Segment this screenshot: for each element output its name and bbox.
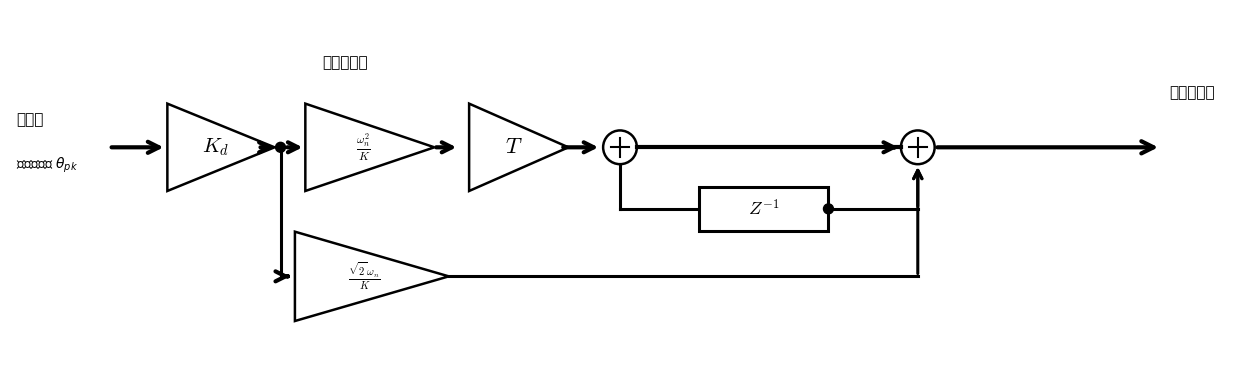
Text: $\frac{\omega_n^2}{K}$: $\frac{\omega_n^2}{K}$ [356, 132, 371, 163]
Text: $K_d$: $K_d$ [202, 136, 229, 158]
Text: $\frac{\sqrt{2}\,\omega_n}{K}$: $\frac{\sqrt{2}\,\omega_n}{K}$ [347, 261, 381, 292]
Circle shape [823, 204, 833, 214]
Text: $Z^{-1}$: $Z^{-1}$ [748, 199, 780, 219]
FancyBboxPatch shape [699, 187, 828, 231]
Text: 角误差: 角误差 [16, 112, 43, 127]
Text: $T$: $T$ [505, 137, 522, 157]
Text: 滤波器输入: 滤波器输入 [322, 55, 368, 70]
Text: 滤波器输出: 滤波器输出 [1169, 85, 1214, 100]
Circle shape [275, 143, 285, 152]
Text: 鉴相器输出 $\theta_{pk}$: 鉴相器输出 $\theta_{pk}$ [16, 156, 78, 175]
